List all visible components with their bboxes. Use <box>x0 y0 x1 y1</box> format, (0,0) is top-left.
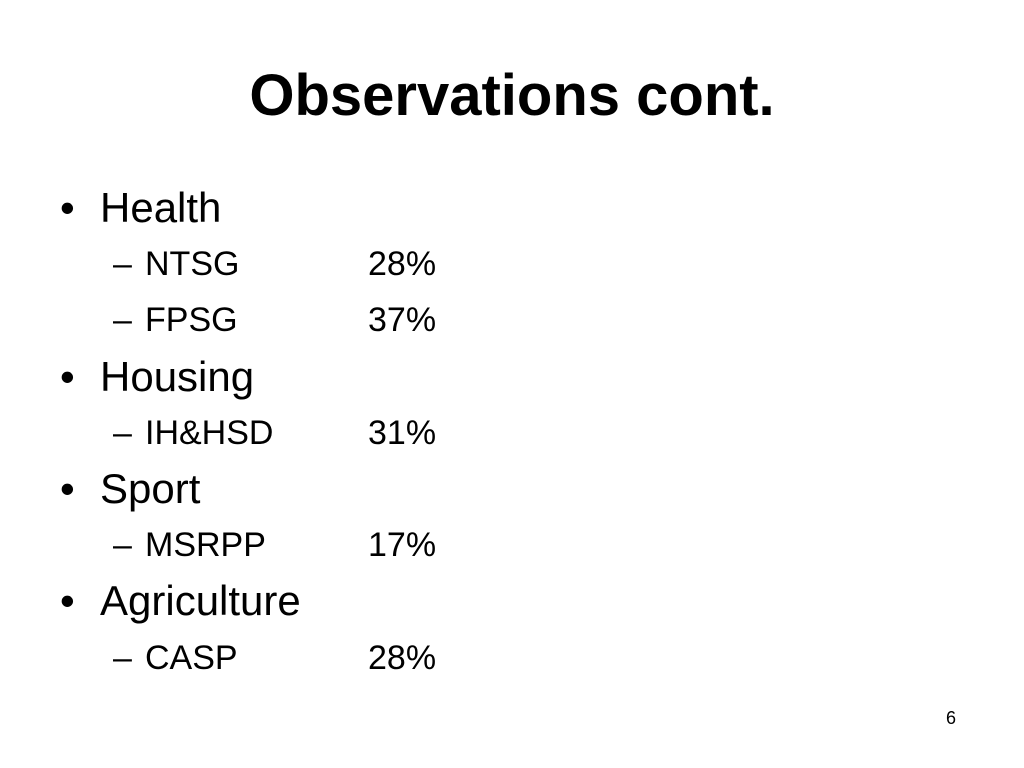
bullet-text: Sport <box>100 465 201 512</box>
sub-bullet-text: IH&HSD <box>145 413 274 452</box>
sub-bullet-value: 17% <box>368 526 437 565</box>
sub-bullet-value: 37% <box>368 301 437 340</box>
bullet-mark: • <box>60 352 75 400</box>
sub-bullet-text: NTSG <box>145 245 240 284</box>
page-number: 6 <box>946 708 957 728</box>
sub-bullet-value: 31% <box>368 413 437 452</box>
sub-bullet-value: 28% <box>368 638 437 677</box>
sub-bullet-value: 28% <box>368 245 437 284</box>
sub-bullet-mark: – <box>113 638 132 677</box>
bullet-mark: • <box>60 577 75 625</box>
sub-bullet-text: FPSG <box>145 301 238 340</box>
slide-title: Observations cont. <box>249 63 775 128</box>
bullet-text: Health <box>100 184 222 231</box>
sub-bullet-mark: – <box>113 413 132 452</box>
sub-bullet-mark: – <box>113 526 132 565</box>
sub-bullet-mark: – <box>113 301 132 340</box>
bullet-text: Agriculture <box>100 577 301 625</box>
bullet-mark: • <box>60 184 75 231</box>
sub-bullet-text: CASP <box>145 638 238 677</box>
bullet-text: Housing <box>100 352 255 400</box>
bullet-mark: • <box>60 465 75 512</box>
sub-bullet-text: MSRPP <box>145 526 266 565</box>
sub-bullet-mark: – <box>113 245 132 284</box>
